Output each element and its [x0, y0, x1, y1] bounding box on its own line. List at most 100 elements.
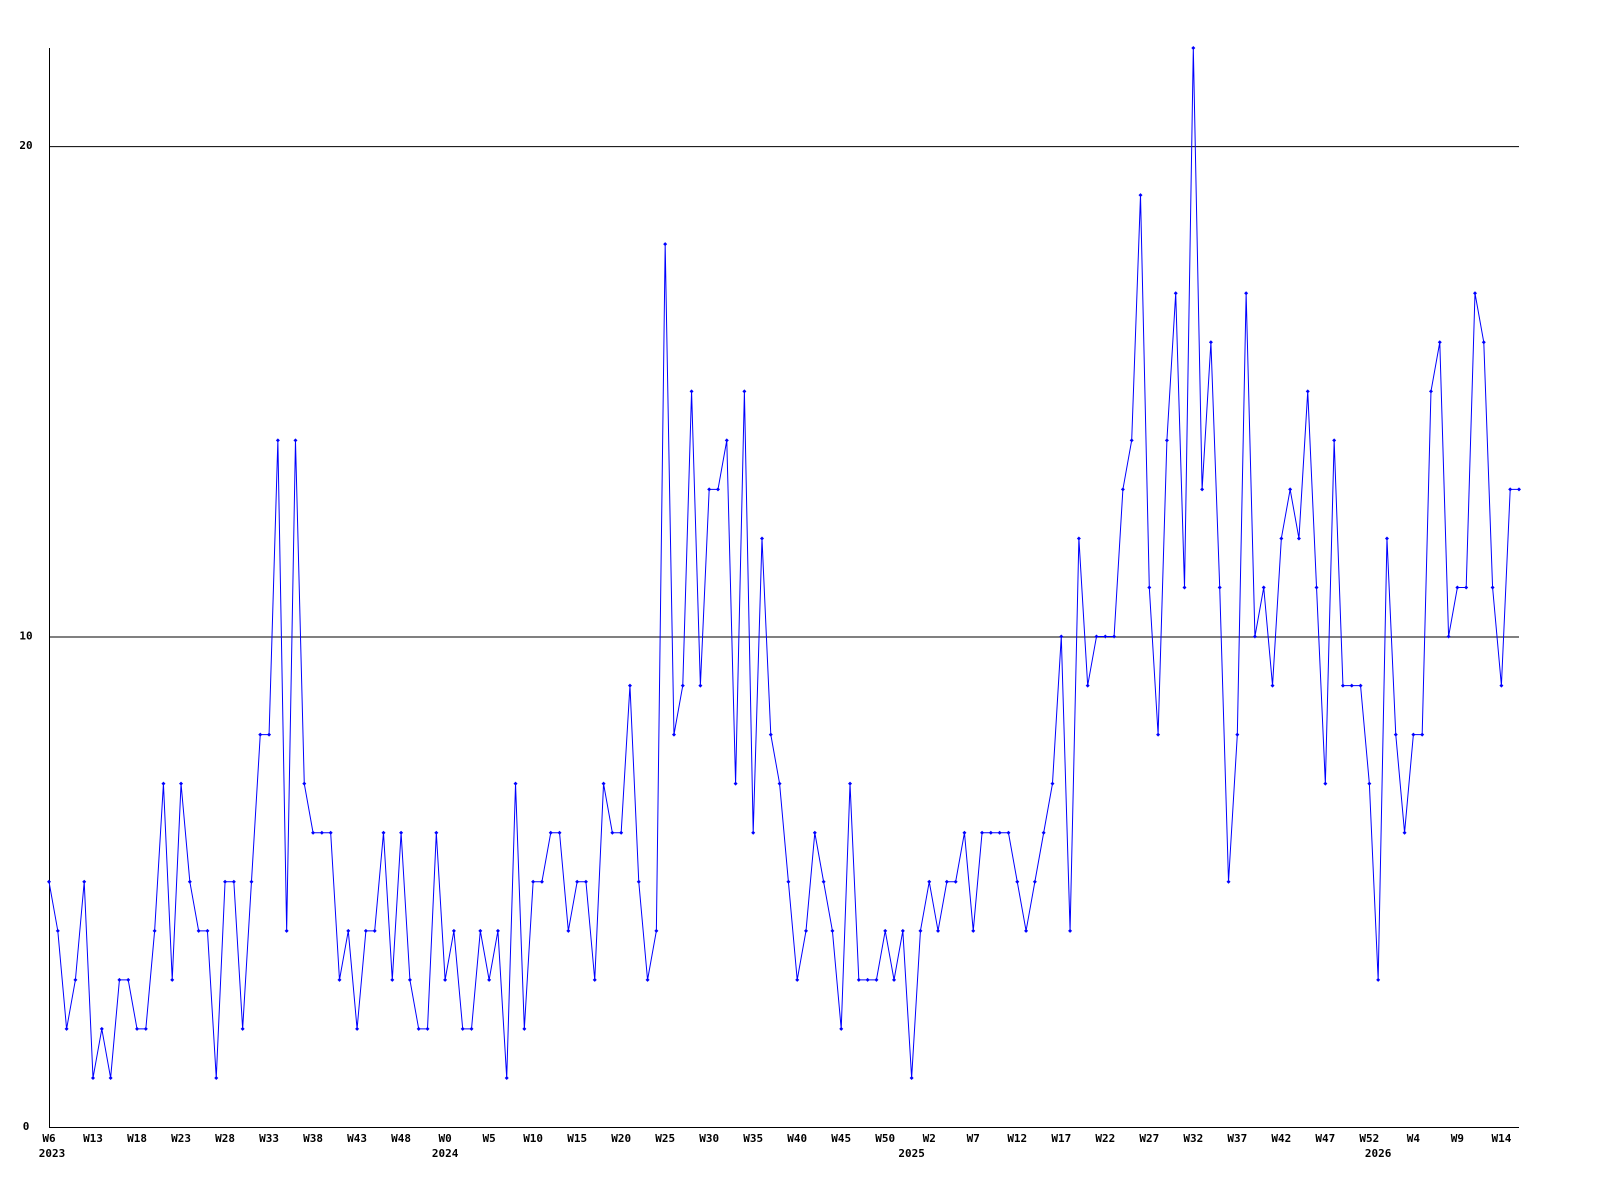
data-point [1481, 340, 1486, 345]
x-tick-label: W0 [438, 1132, 451, 1145]
data-point [214, 1075, 219, 1080]
data-point [557, 830, 562, 835]
data-point [821, 879, 826, 884]
data-point [1217, 585, 1222, 590]
x-tick-label: W35 [743, 1132, 763, 1145]
data-point [909, 1075, 914, 1080]
data-point [117, 977, 122, 982]
x-tick-label: W40 [787, 1132, 807, 1145]
data-point [1508, 487, 1513, 492]
data-point [1050, 781, 1055, 786]
data-point [759, 536, 764, 541]
data-point [205, 928, 210, 933]
data-point [1032, 879, 1037, 884]
data-point [258, 732, 263, 737]
data-point [328, 830, 333, 835]
x-tick-label: W33 [259, 1132, 279, 1145]
data-point [1235, 732, 1240, 737]
data-point [1059, 634, 1064, 639]
data-point [1076, 536, 1081, 541]
data-point [988, 830, 993, 835]
x-tick-label: W32 [1183, 1132, 1203, 1145]
data-point [786, 879, 791, 884]
y-tick-label: 10 [19, 630, 32, 643]
data-point [997, 830, 1002, 835]
data-point [1270, 683, 1275, 688]
data-point [627, 683, 632, 688]
y-tick-label: 0 [23, 1120, 30, 1133]
data-point [671, 732, 676, 737]
x-tick-label: W17 [1051, 1132, 1071, 1145]
data-point [1208, 340, 1213, 345]
data-point [645, 977, 650, 982]
x-tick-label: W52 [1359, 1132, 1379, 1145]
data-point [1499, 683, 1504, 688]
data-point [187, 879, 192, 884]
data-point [240, 1026, 245, 1031]
data-point [1393, 732, 1398, 737]
data-point [900, 928, 905, 933]
data-point [416, 1026, 421, 1031]
data-point [680, 683, 685, 688]
data-point [1279, 536, 1284, 541]
data-point [99, 1026, 104, 1031]
data-point [1244, 291, 1249, 296]
data-point [1138, 193, 1143, 198]
data-point [1490, 585, 1495, 590]
data-point [751, 830, 756, 835]
x-tick-label: W13 [83, 1132, 103, 1145]
data-point [1173, 291, 1178, 296]
data-point [971, 928, 976, 933]
data-point [865, 977, 870, 982]
data-point [284, 928, 289, 933]
x-tick-label: W42 [1271, 1132, 1291, 1145]
data-point [1340, 683, 1345, 688]
data-point [1147, 585, 1152, 590]
year-label: 2023 [39, 1147, 66, 1160]
data-point [179, 781, 184, 786]
data-point [460, 1026, 465, 1031]
data-point [161, 781, 166, 786]
data-point [372, 928, 377, 933]
data-point [531, 879, 536, 884]
x-tick-label: W20 [611, 1132, 631, 1145]
data-point [1112, 634, 1117, 639]
data-point [715, 487, 720, 492]
x-tick-label: W45 [831, 1132, 851, 1145]
data-point [689, 389, 694, 394]
data-point [768, 732, 773, 737]
data-point [337, 977, 342, 982]
data-point [1041, 830, 1046, 835]
data-point [1006, 830, 1011, 835]
data-point [848, 781, 853, 786]
data-point [601, 781, 606, 786]
data-point [495, 928, 500, 933]
data-point [64, 1026, 69, 1031]
data-point [1129, 438, 1134, 443]
x-tick-label: W9 [1451, 1132, 1464, 1145]
x-tick-label: W30 [699, 1132, 719, 1145]
data-point [583, 879, 588, 884]
data-point [1085, 683, 1090, 688]
data-point [663, 242, 668, 247]
x-tick-label: W23 [171, 1132, 191, 1145]
data-point [487, 977, 492, 982]
data-point [777, 781, 782, 786]
data-point [504, 1075, 509, 1080]
data-point [812, 830, 817, 835]
data-point [1384, 536, 1389, 541]
data-point [522, 1026, 527, 1031]
data-point [1015, 879, 1020, 884]
data-point [293, 438, 298, 443]
data-point [1323, 781, 1328, 786]
data-point [592, 977, 597, 982]
data-point [548, 830, 553, 835]
x-tick-label: W47 [1315, 1132, 1335, 1145]
x-tick-label: W12 [1007, 1132, 1027, 1145]
data-line [48, 47, 1519, 1079]
data-point [152, 928, 157, 933]
data-point [135, 1026, 140, 1031]
data-point [1191, 46, 1196, 50]
data-point [918, 928, 923, 933]
